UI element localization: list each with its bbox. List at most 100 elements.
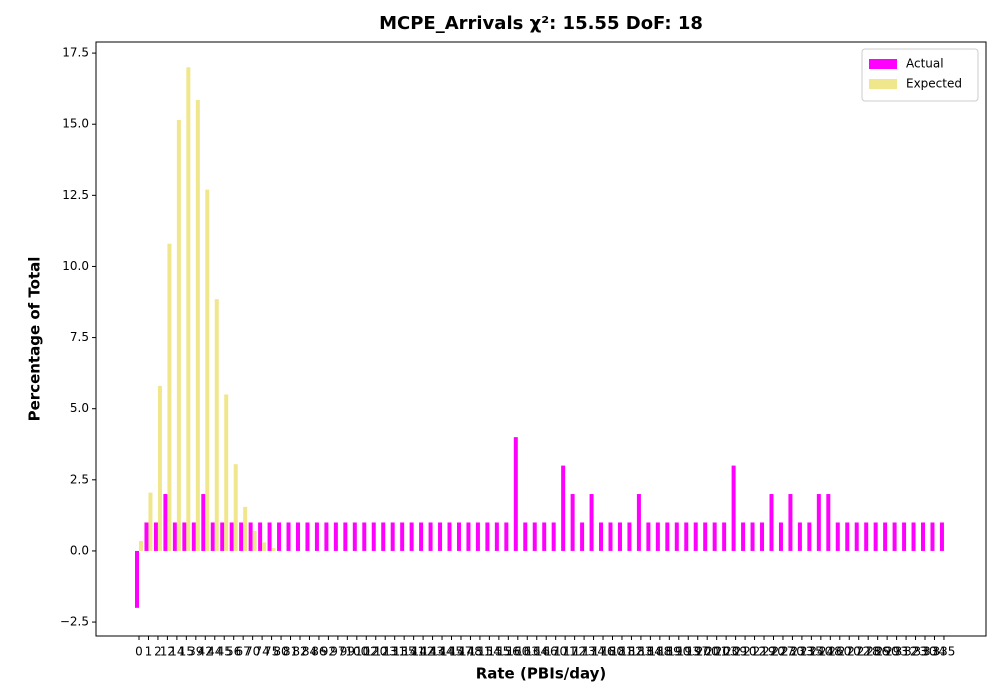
- bar: [381, 522, 386, 551]
- bar: [845, 522, 850, 551]
- x-tick-label: 14: [169, 645, 184, 659]
- bar: [741, 522, 746, 551]
- bar: [864, 522, 869, 551]
- x-tick-label: 330: [914, 645, 937, 659]
- x-tick-label: 227: [772, 645, 795, 659]
- x-tick-label: 219: [753, 645, 776, 659]
- bar: [148, 492, 153, 551]
- x-tick-label: 131: [383, 645, 406, 659]
- x-tick-label: 82: [292, 645, 307, 659]
- bar: [438, 522, 443, 551]
- y-tick-label: 7.5: [70, 330, 89, 344]
- bar: [655, 522, 660, 551]
- x-tick-label: 148: [459, 645, 482, 659]
- x-tick-label: 99: [340, 645, 355, 659]
- bar: [153, 522, 158, 551]
- bar: [262, 542, 267, 551]
- x-tick-label: 170: [544, 645, 567, 659]
- x-tick-label: 176: [592, 645, 615, 659]
- bar: [816, 494, 821, 551]
- x-tick-label: 323: [904, 645, 927, 659]
- x-tick-label: 334: [923, 645, 946, 659]
- bar: [513, 437, 518, 551]
- x-tick-label: 203: [715, 645, 738, 659]
- bar: [371, 522, 376, 551]
- bar: [248, 522, 253, 551]
- bar: [343, 522, 348, 551]
- x-tick-label: 135: [393, 645, 416, 659]
- bar: [229, 522, 234, 551]
- x-tick-label: 180: [601, 645, 624, 659]
- bar: [239, 522, 244, 551]
- bar: [271, 548, 276, 551]
- bar: [788, 494, 793, 551]
- bar: [646, 522, 651, 551]
- bar: [542, 522, 547, 551]
- bar: [807, 522, 812, 551]
- bar: [826, 494, 831, 551]
- bar: [921, 522, 926, 551]
- x-tick-label: 201: [705, 645, 728, 659]
- bar: [570, 494, 575, 551]
- bar: [693, 522, 698, 551]
- bar: [314, 522, 319, 551]
- bar: [608, 522, 613, 551]
- x-tick-label: 335: [932, 645, 955, 659]
- bar: [139, 540, 143, 551]
- bar: [324, 522, 329, 551]
- x-tick-label: 86: [311, 645, 326, 659]
- bar: [135, 550, 139, 608]
- x-tick-label: 56: [226, 645, 241, 659]
- bar: [532, 522, 537, 551]
- bar: [191, 522, 196, 551]
- x-tick-label: 74: [254, 645, 269, 659]
- bar: [362, 522, 367, 551]
- x-tick-label: 44: [207, 645, 222, 659]
- bar: [456, 522, 461, 551]
- x-tick-label: 248: [819, 645, 842, 659]
- bar: [873, 522, 878, 551]
- x-tick-label: 143: [421, 645, 444, 659]
- x-tick-label: 1: [145, 645, 153, 659]
- bar: [930, 522, 935, 551]
- x-tick-label: 240: [809, 645, 832, 659]
- bar: [523, 522, 528, 551]
- y-tick-label: 17.5: [62, 46, 89, 60]
- bar: [797, 522, 802, 551]
- bar: [210, 522, 215, 551]
- bar: [674, 522, 679, 551]
- bar: [333, 522, 338, 551]
- x-tick-label: 230: [781, 645, 804, 659]
- legend-swatch: [869, 79, 897, 89]
- x-tick-label: 141: [402, 645, 425, 659]
- x-tick-label: 100: [345, 645, 368, 659]
- bar: [286, 522, 291, 551]
- chart-title: MCPE_Arrivals χ²: 15.55 DoF: 18: [379, 13, 703, 34]
- x-tick-label: 312: [895, 645, 918, 659]
- x-tick-label: 144: [431, 645, 454, 659]
- bar: [267, 522, 272, 551]
- x-tick-label: 272: [847, 645, 870, 659]
- x-tick-label: 270: [838, 645, 861, 659]
- x-tick-label: 81: [283, 645, 298, 659]
- x-tick-label: 200: [696, 645, 719, 659]
- x-tick-label: 293: [885, 645, 908, 659]
- bar: [750, 522, 755, 551]
- x-tick-label: 84: [302, 645, 317, 659]
- x-tick-label: 260: [828, 645, 851, 659]
- x-tick-label: 189: [658, 645, 681, 659]
- x-tick-label: 70: [245, 645, 260, 659]
- bar: [466, 522, 471, 551]
- bar: [201, 494, 206, 551]
- x-tick-label: 147: [450, 645, 473, 659]
- x-tick-label: 15: [179, 645, 194, 659]
- x-axis-label: Rate (PBIs/day): [476, 665, 607, 683]
- bar: [447, 522, 452, 551]
- x-tick-label: 92: [321, 645, 336, 659]
- x-tick-label: 171: [554, 645, 577, 659]
- x-tick-label: 220: [762, 645, 785, 659]
- x-tick-label: 181: [611, 645, 634, 659]
- bar: [722, 522, 727, 551]
- bar: [167, 243, 172, 551]
- x-tick-label: 75: [264, 645, 279, 659]
